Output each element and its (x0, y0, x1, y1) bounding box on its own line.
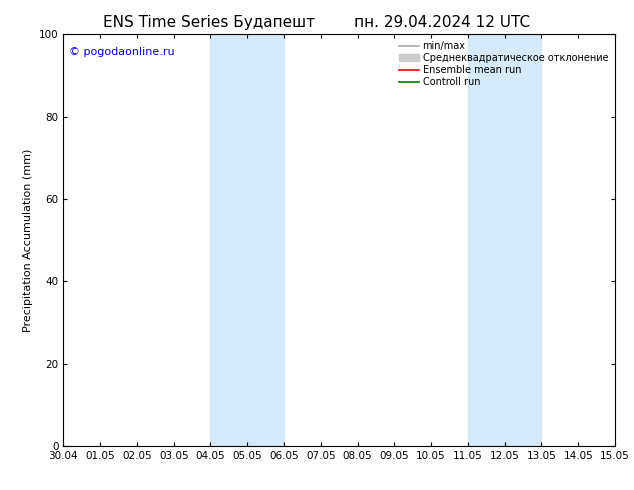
Bar (468, 34, 541, 446)
Text: ENS Time Series Будапешт        пн. 29.04.2024 12 UTC: ENS Time Series Будапешт пн. 29.04.2024 … (103, 15, 531, 30)
Text: © pogodaonline.ru: © pogodaonline.ru (69, 47, 174, 57)
Bar (210, 34, 284, 446)
Legend: min/max, Среднеквадратическое отклонение, Ensemble mean run, Controll run: min/max, Среднеквадратическое отклонение… (398, 39, 610, 89)
Y-axis label: Precipitation Accumulation (mm): Precipitation Accumulation (mm) (23, 148, 34, 332)
